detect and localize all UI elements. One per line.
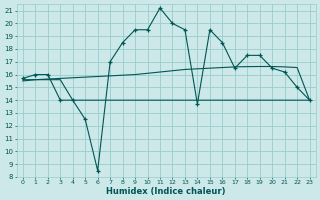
- X-axis label: Humidex (Indice chaleur): Humidex (Indice chaleur): [107, 187, 226, 196]
